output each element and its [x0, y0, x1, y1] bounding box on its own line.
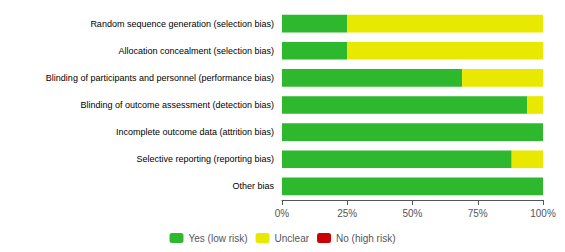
svg-text:Other bias: Other bias — [232, 181, 274, 191]
svg-text:50%: 50% — [402, 208, 422, 219]
svg-text:75%: 75% — [468, 208, 488, 219]
svg-text:0%: 0% — [275, 208, 290, 219]
svg-text:No (high risk): No (high risk) — [336, 233, 395, 244]
svg-text:100%: 100% — [530, 208, 556, 219]
svg-text:25%: 25% — [337, 208, 357, 219]
svg-text:Blinding of participants and p: Blinding of participants and personnel (… — [46, 73, 274, 83]
svg-text:Allocation concealment (select: Allocation concealment (selection bias) — [118, 46, 274, 56]
svg-text:Random sequence generation (se: Random sequence generation (selection bi… — [90, 19, 274, 29]
svg-text:Unclear: Unclear — [275, 233, 310, 244]
svg-text:Selective reporting (reporting: Selective reporting (reporting bias) — [136, 154, 274, 164]
svg-text:Yes (low risk): Yes (low risk) — [188, 233, 247, 244]
svg-text:Incomplete outcome data (attri: Incomplete outcome data (attrition bias) — [116, 127, 274, 137]
svg-text:Blinding of outcome assessment: Blinding of outcome assessment (detectio… — [80, 100, 274, 110]
